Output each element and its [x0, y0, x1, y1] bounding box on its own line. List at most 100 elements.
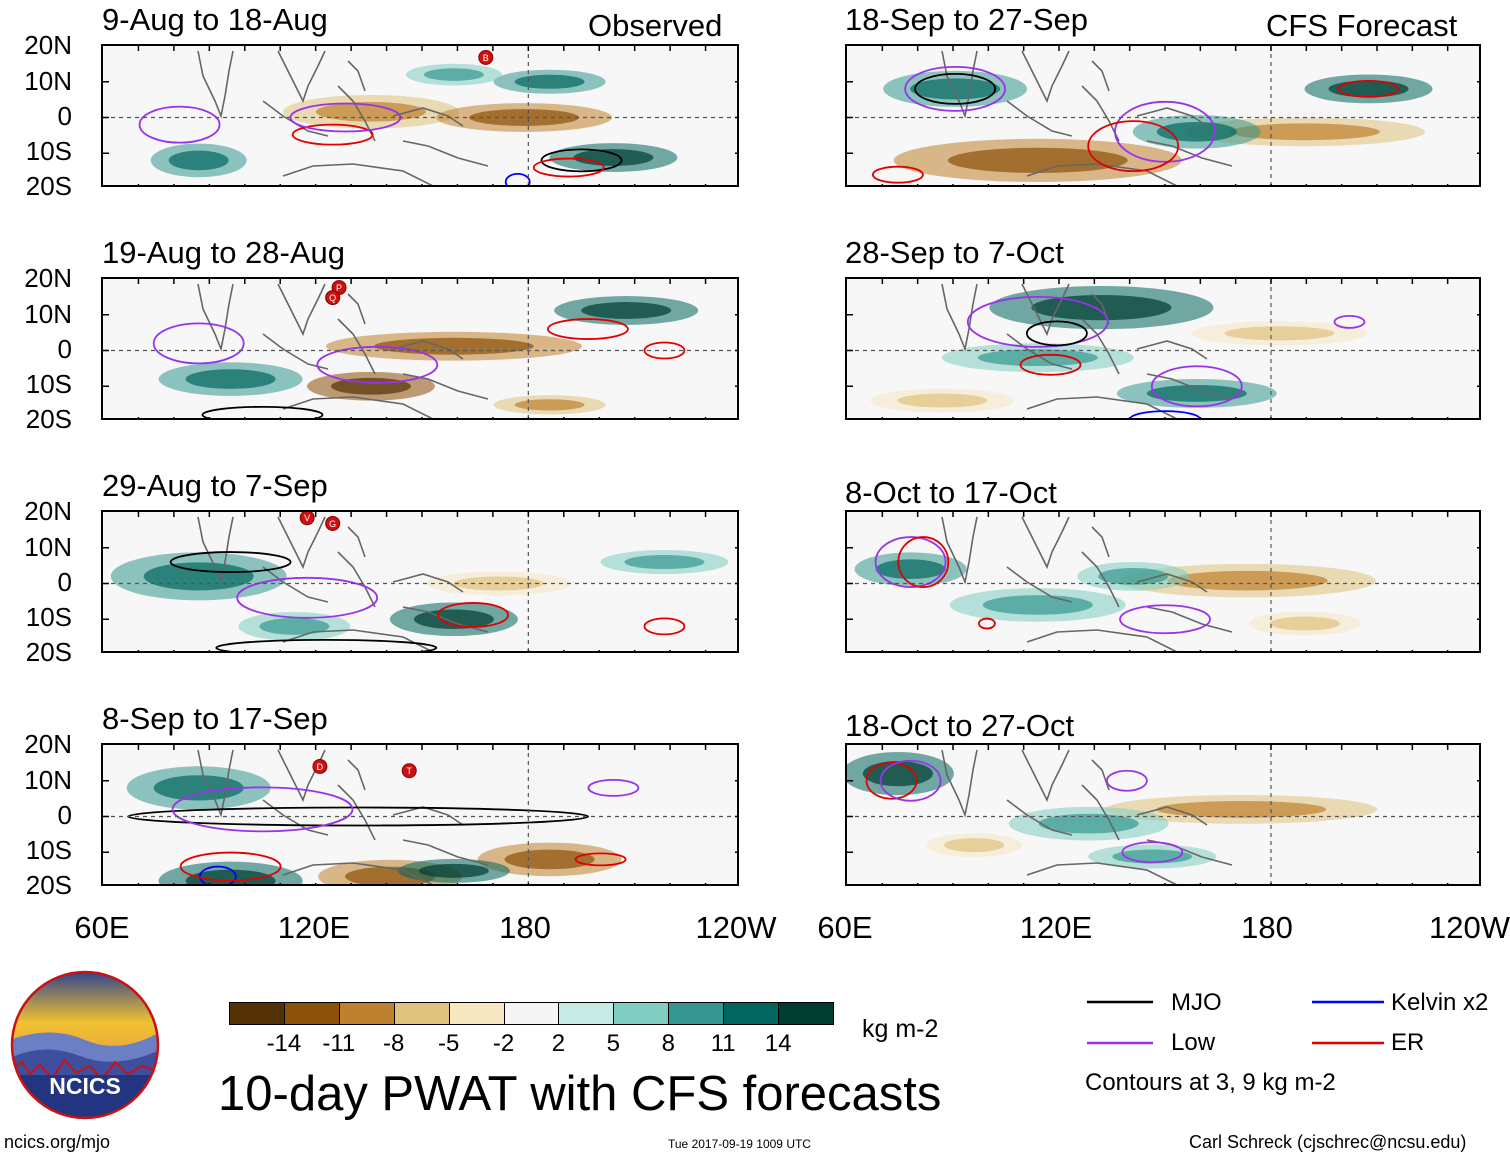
lat-tick-label: 20N — [24, 729, 72, 759]
pwat-anomaly-core — [143, 562, 254, 591]
pwat-anomaly-core — [1146, 385, 1247, 402]
lat-tick-label: 10N — [24, 66, 72, 96]
colorbar-cell — [229, 1002, 285, 1025]
lat-tick-label: 0 — [57, 567, 72, 597]
lat-tick-label: 20S — [25, 404, 72, 434]
lat-tick-label: 20N — [24, 263, 72, 293]
wave-contour — [1337, 80, 1400, 98]
coastline — [392, 573, 464, 593]
coastline — [282, 629, 433, 651]
pwat-anomaly-core — [1156, 800, 1327, 818]
wave-contour — [1025, 320, 1088, 347]
wave-contour — [904, 66, 1007, 112]
wave-contour — [587, 779, 640, 797]
wave-contour — [978, 617, 996, 630]
colorbar-units: kg m-2 — [862, 1015, 939, 1043]
legend-swatch-kelvin — [1312, 1000, 1384, 1004]
wave-contour — [643, 341, 686, 360]
pwat-anomaly-core — [910, 78, 1001, 100]
coastline — [392, 806, 464, 826]
panel-title: 19-Aug to 28-Aug — [102, 235, 346, 270]
wave-contour — [540, 148, 623, 173]
pwat-anomaly-core — [168, 150, 229, 171]
coastline — [282, 396, 433, 418]
storm-marker-icon — [325, 515, 341, 531]
coastline — [337, 551, 376, 608]
legend-swatch-er — [1312, 1041, 1384, 1045]
map-panel: B — [101, 44, 739, 187]
legend-label-kelvin: Kelvin x2 — [1391, 989, 1489, 1016]
colorbar-cell — [778, 1002, 834, 1025]
forecast-column-title: CFS Forecast — [1266, 8, 1458, 43]
colorbar-ticks: -14 -11 -8 -5 -2 2 5 8 11 14 — [229, 1030, 833, 1060]
coastline — [1081, 318, 1120, 375]
lat-tick-label: 20N — [24, 496, 72, 526]
storm-marker-label: T — [406, 766, 412, 776]
coastline — [197, 283, 234, 352]
wave-contour — [897, 536, 950, 588]
pwat-anomaly-core — [573, 149, 654, 166]
colorbar-tick-label: 11 — [710, 1030, 736, 1057]
coastline — [402, 839, 489, 866]
coastline — [1006, 100, 1073, 137]
coastline — [941, 50, 978, 119]
coastline — [1026, 396, 1177, 418]
coastline — [1091, 60, 1110, 92]
map-panel — [845, 743, 1481, 886]
pwat-anomaly-core — [581, 302, 672, 319]
lon-tick-label: 120E — [277, 910, 351, 945]
pwat-anomaly-core — [862, 761, 933, 787]
colorbar — [229, 1002, 834, 1025]
coastline — [941, 749, 978, 818]
coastline — [1146, 140, 1233, 167]
colorbar-tick-label: -14 — [266, 1030, 302, 1057]
legend-label-low: Low — [1171, 1029, 1216, 1056]
wave-contour — [236, 576, 379, 619]
coastline — [1006, 566, 1073, 603]
pwat-anomaly-core — [1229, 123, 1380, 141]
wave-contour — [874, 536, 947, 588]
wave-contour — [169, 551, 292, 573]
coastline — [197, 749, 234, 818]
coastline — [347, 526, 366, 558]
pwat-anomaly-core — [1328, 80, 1409, 98]
lon-tick-label: 60E — [817, 910, 873, 945]
lat-tick-label: 10S — [25, 369, 72, 399]
coastline — [1006, 799, 1073, 836]
coastline — [1026, 862, 1177, 884]
pwat-anomaly-core — [418, 863, 489, 878]
colorbar-tick-label: -8 — [383, 1030, 405, 1057]
lat-tick-label: 10S — [25, 136, 72, 166]
storm-marker-label: P — [336, 283, 342, 293]
pwat-anomaly-core — [897, 393, 988, 408]
colorbar-cell — [723, 1002, 780, 1025]
storm-marker-icon — [325, 290, 341, 306]
lat-tick-label: 0 — [57, 800, 72, 830]
wave-contour — [291, 123, 374, 146]
storm-marker: T — [401, 763, 417, 779]
pwat-anomaly-core — [504, 849, 595, 870]
coastline — [402, 373, 489, 400]
pwat-anomaly-core — [875, 559, 946, 579]
panel-title: 9-Aug to 18-Aug — [102, 2, 328, 37]
lat-tick-label: 20S — [25, 171, 72, 201]
wave-contour — [316, 345, 439, 384]
map-panel — [845, 277, 1481, 420]
pwat-anomaly-core — [153, 775, 244, 801]
coastline — [392, 340, 464, 360]
coastline — [1136, 107, 1208, 127]
lon-tick-label: 120E — [1019, 910, 1093, 945]
colorbar-tick-label: -5 — [437, 1030, 460, 1057]
pwat-anomaly-core — [624, 555, 705, 570]
colorbar-tick-label: 5 — [606, 1030, 621, 1057]
wave-contour — [1333, 315, 1366, 329]
storm-marker-icon — [401, 763, 417, 779]
wave-contour — [201, 405, 324, 418]
pwat-anomaly-core — [944, 838, 1005, 853]
colorbar-cell — [503, 1002, 560, 1025]
coastline — [282, 163, 433, 185]
storm-marker: Q — [325, 290, 341, 306]
storm-marker-label: G — [329, 519, 336, 529]
wave-contour — [879, 759, 942, 802]
wave-contour — [504, 172, 531, 185]
